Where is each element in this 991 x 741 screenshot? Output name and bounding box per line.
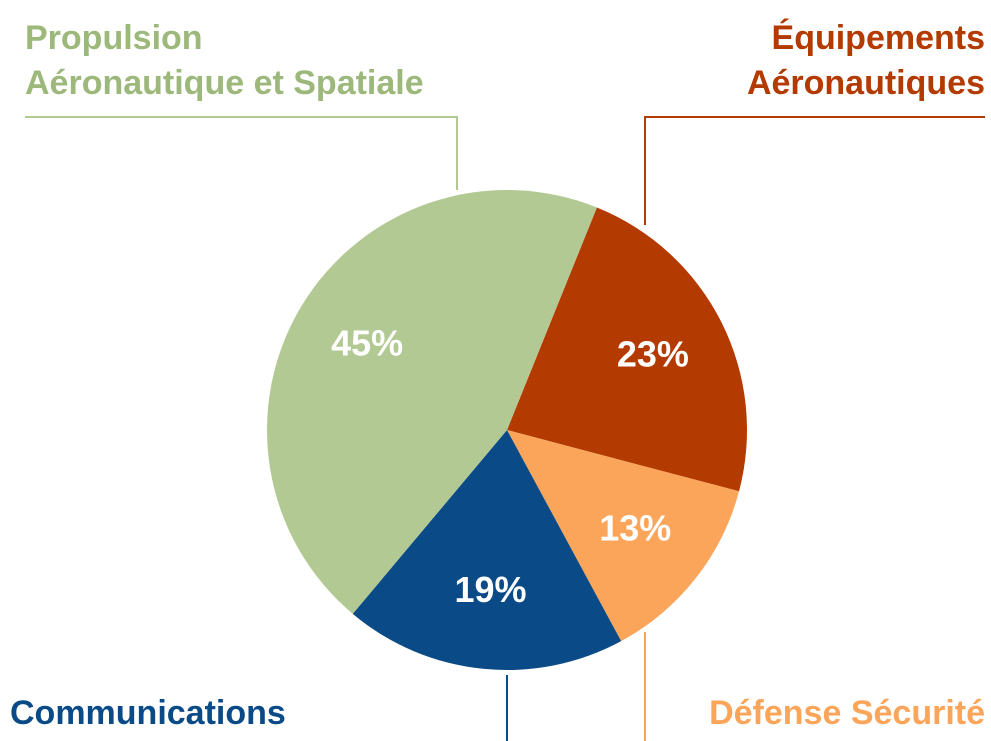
category-label: Communications <box>10 694 286 732</box>
category-label: Défense Sécurité <box>709 694 985 732</box>
value-label: 45% <box>331 322 403 363</box>
value-label: 13% <box>599 507 671 548</box>
leader-line <box>25 116 458 190</box>
value-label: 23% <box>617 333 689 374</box>
category-label: Aéronautiques <box>747 64 985 102</box>
pie-slice <box>507 207 747 492</box>
pie-slice <box>267 190 597 614</box>
value-label: 19% <box>454 569 526 610</box>
category-label: Aéronautique et Spatiale <box>25 64 424 102</box>
category-label: Propulsion <box>25 19 203 57</box>
leader-line <box>644 116 985 225</box>
pie-slice <box>507 430 740 642</box>
category-label: Équipements <box>772 19 985 57</box>
pie-slice <box>352 430 622 670</box>
